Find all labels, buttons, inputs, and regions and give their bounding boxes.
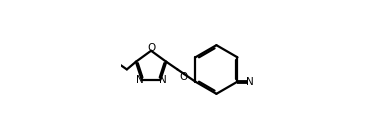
Text: N: N (136, 75, 144, 85)
Text: O: O (179, 72, 188, 82)
Text: N: N (246, 77, 253, 87)
Text: O: O (147, 43, 155, 53)
Text: N: N (158, 75, 166, 85)
